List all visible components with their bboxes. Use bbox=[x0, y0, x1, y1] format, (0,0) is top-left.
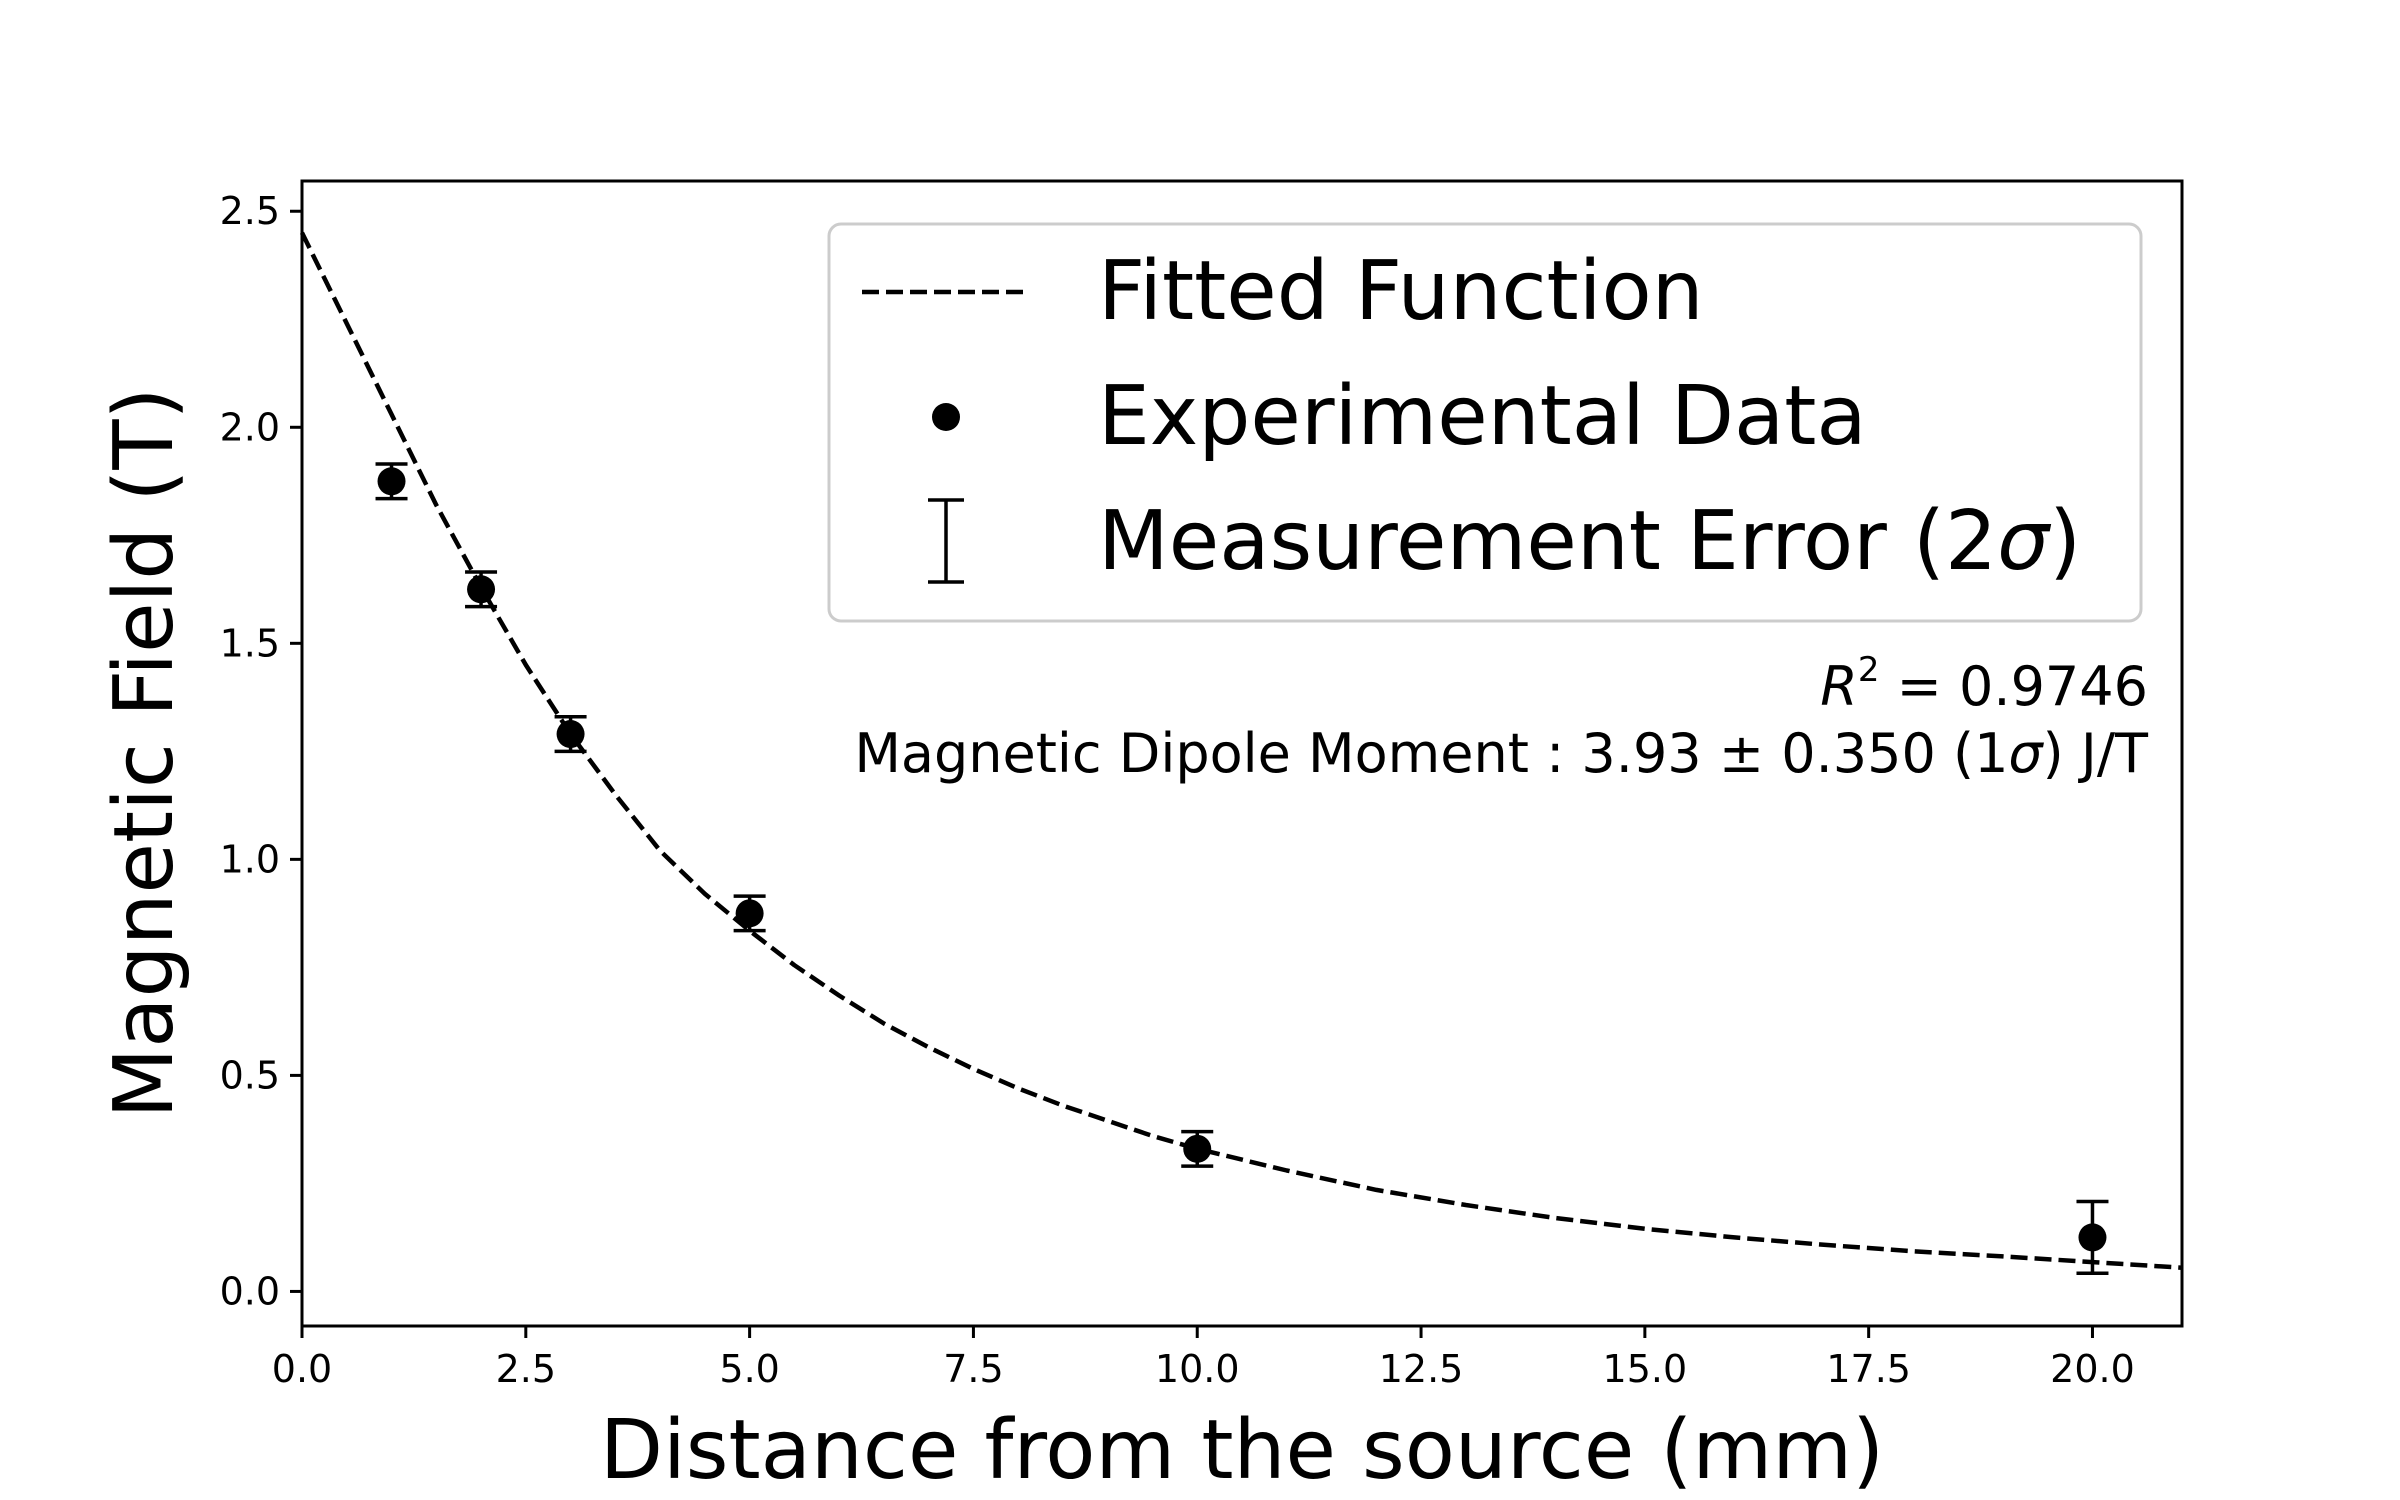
y-tick-label: 0.0 bbox=[220, 1269, 280, 1313]
y-tick-label: 0.5 bbox=[220, 1053, 280, 1097]
y-axis-label: Magnetic Field (T) bbox=[97, 388, 192, 1119]
y-axis-ticks: 0.0 0.5 1.0 1.5 2.0 2.5 bbox=[220, 189, 302, 1313]
data-marker bbox=[2078, 1223, 2107, 1252]
data-point bbox=[554, 715, 587, 754]
y-tick-label: 1.0 bbox=[220, 837, 280, 881]
x-tick-label: 10.0 bbox=[1155, 1347, 1240, 1391]
legend-errorbar-swatch bbox=[928, 498, 964, 584]
legend-error-label: Measurement Error (2σ) bbox=[1098, 494, 2081, 589]
data-marker bbox=[1183, 1134, 1212, 1163]
x-tick-label: 0.0 bbox=[272, 1347, 332, 1391]
legend-data-marker bbox=[932, 403, 960, 431]
legend: Fitted Function Experimental Data Measur… bbox=[827, 222, 2143, 623]
plot-frame bbox=[300, 179, 2184, 1328]
data-marker bbox=[467, 575, 496, 604]
y-tick-label: 1.5 bbox=[220, 621, 280, 665]
data-marker bbox=[377, 467, 406, 496]
x-tick-label: 2.5 bbox=[496, 1347, 556, 1391]
data-point bbox=[375, 462, 408, 501]
data-marker bbox=[735, 899, 764, 928]
x-axis-label: Distance from the source (mm) bbox=[600, 1403, 1884, 1498]
legend-box bbox=[827, 222, 2143, 623]
data-marker bbox=[556, 720, 585, 749]
legend-data-label: Experimental Data bbox=[1098, 369, 1867, 464]
data-point bbox=[1181, 1129, 1214, 1168]
plot-area bbox=[299, 231, 2183, 1276]
x-tick-label: 12.5 bbox=[1379, 1347, 1464, 1391]
data-point bbox=[733, 894, 766, 933]
x-tick-label: 15.0 bbox=[1603, 1347, 1688, 1391]
dipole-moment-annotation: Magnetic Dipole Moment : 3.93 ± 0.350 (1… bbox=[854, 722, 2149, 785]
y-tick-label: 2.5 bbox=[220, 189, 280, 233]
x-tick-label: 5.0 bbox=[719, 1347, 779, 1391]
x-tick-label: 20.0 bbox=[2050, 1347, 2135, 1391]
data-point bbox=[2076, 1199, 2109, 1276]
x-axis-ticks: 0.0 2.5 5.0 7.5 10.0 12.5 15.0 17.5 20.0 bbox=[272, 1326, 2135, 1391]
x-tick-label: 17.5 bbox=[1826, 1347, 1911, 1391]
y-tick-label: 2.0 bbox=[220, 405, 280, 449]
r-squared-annotation: R2 = 0.9746 bbox=[1820, 650, 2148, 718]
data-layer bbox=[375, 462, 2109, 1276]
legend-fit-label: Fitted Function bbox=[1098, 244, 1704, 339]
data-point bbox=[465, 570, 498, 609]
x-tick-label: 7.5 bbox=[943, 1347, 1003, 1391]
